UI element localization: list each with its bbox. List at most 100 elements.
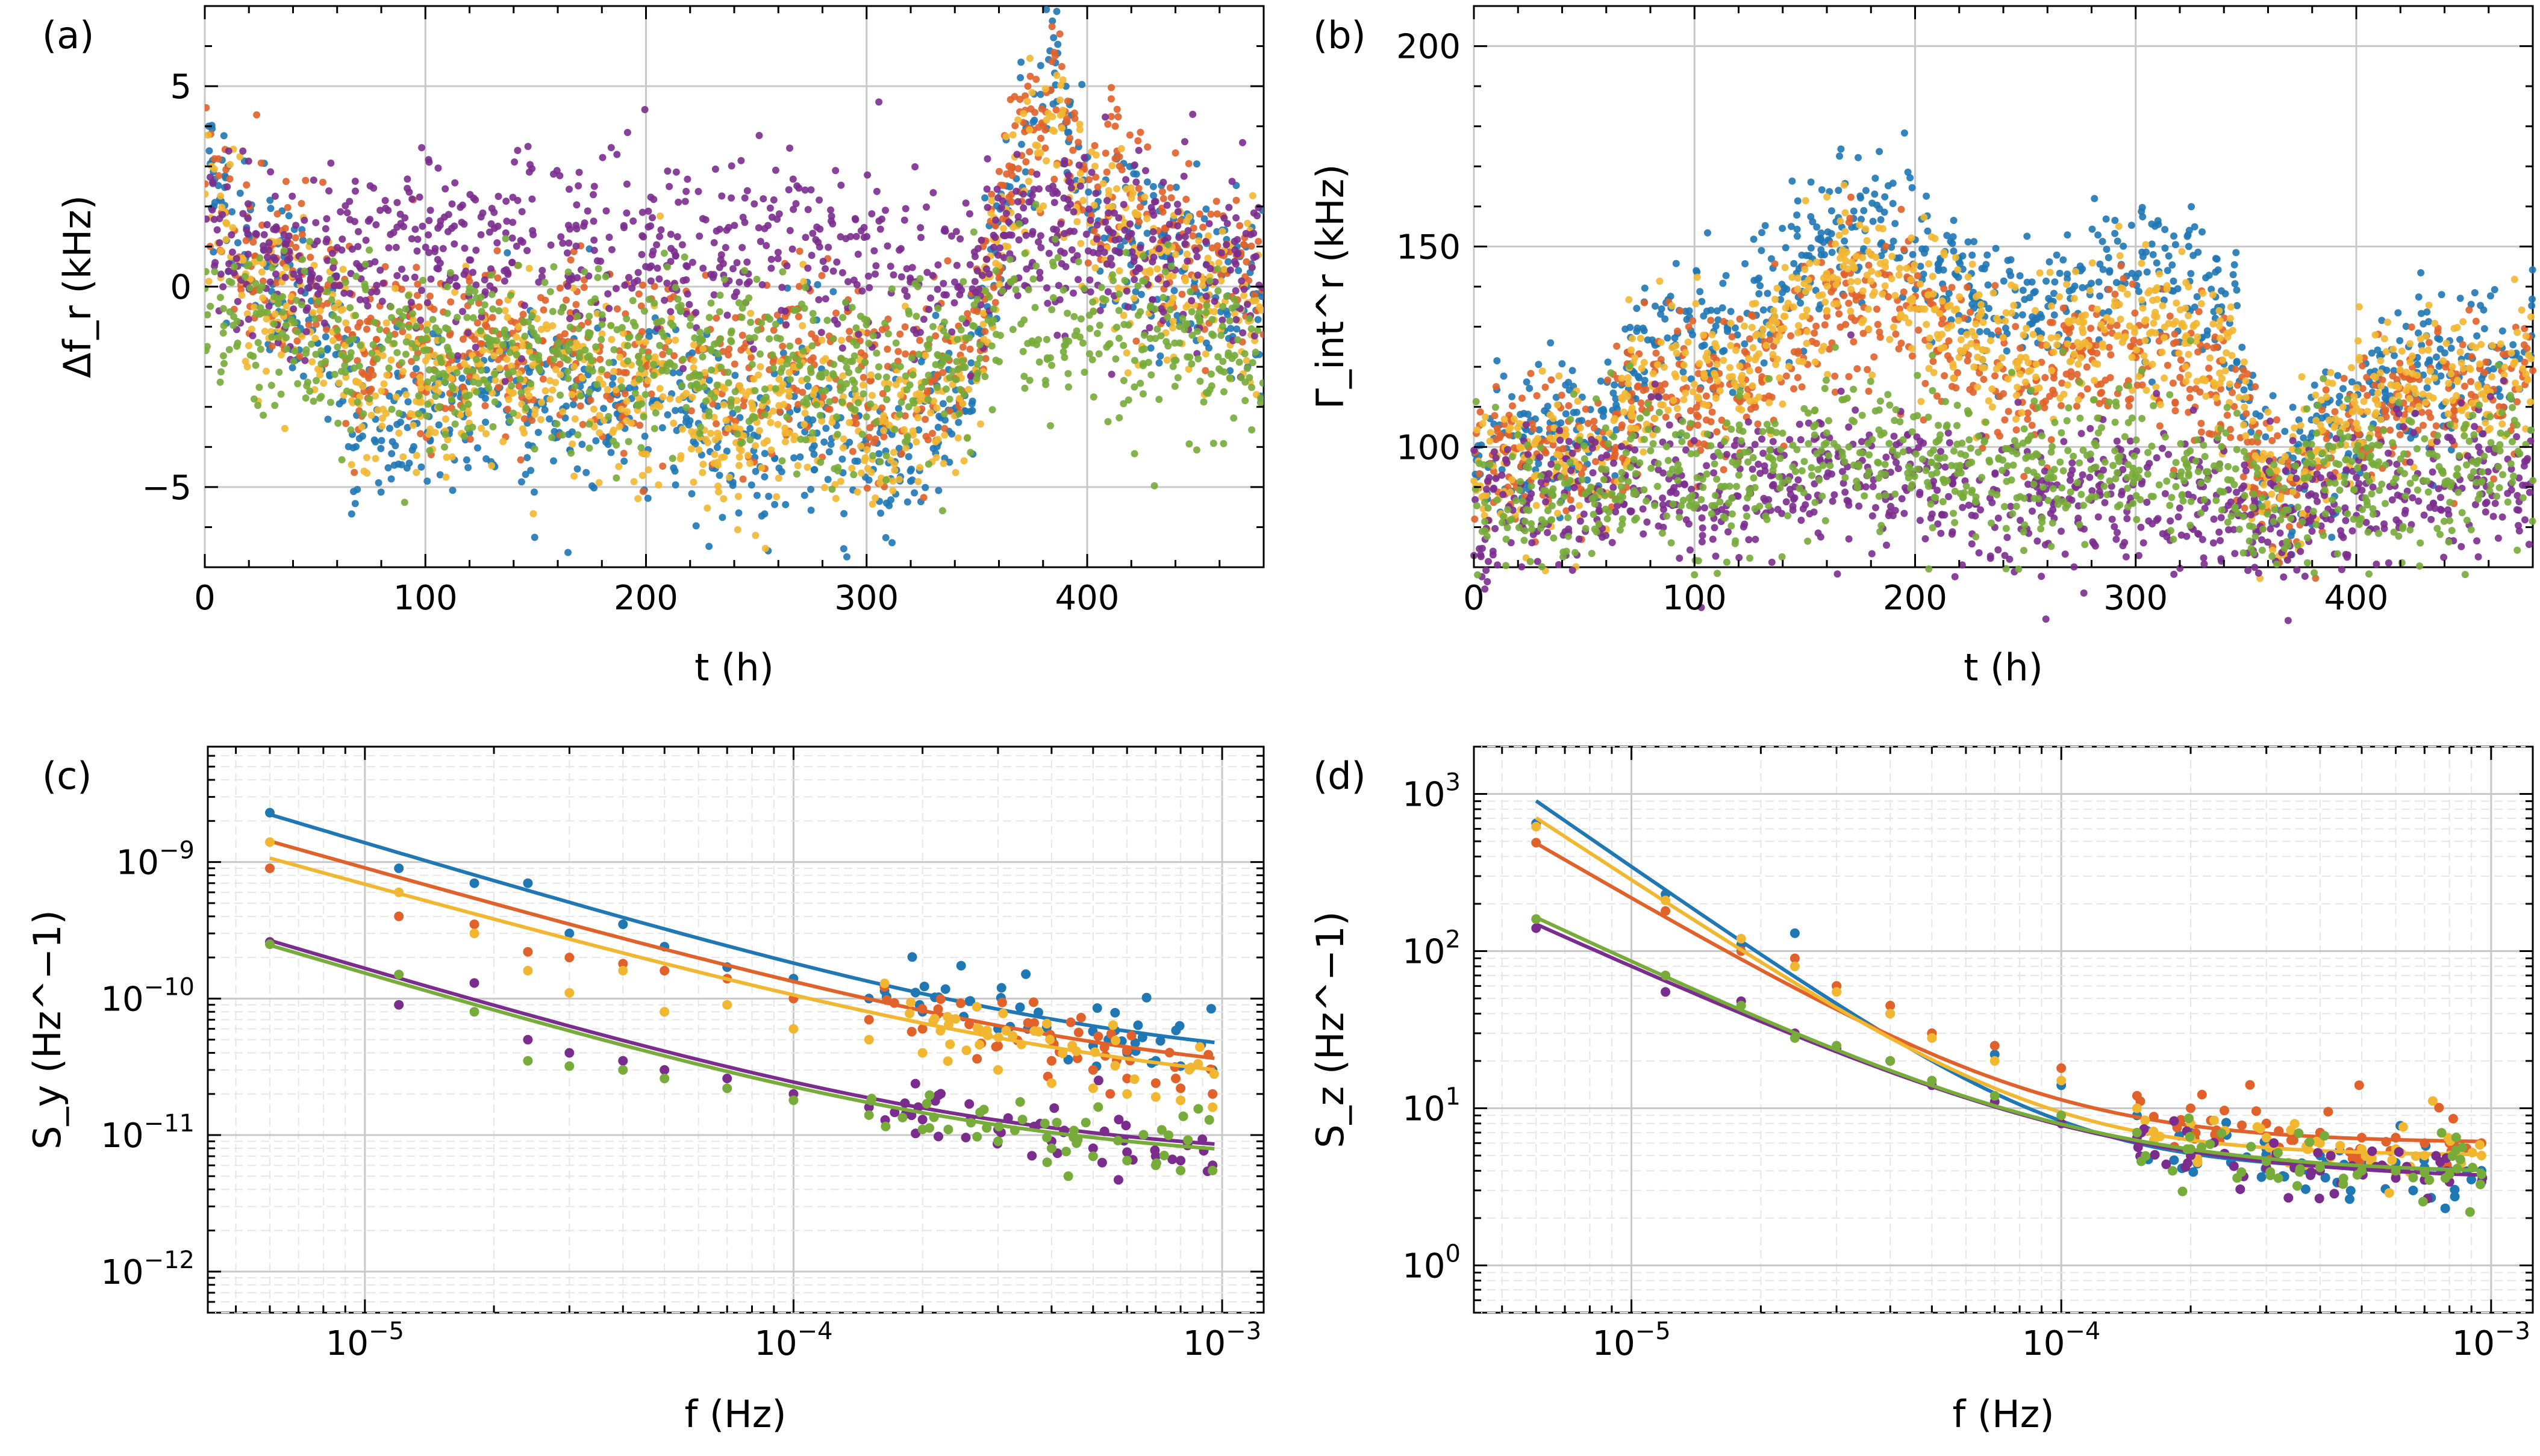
data-point: [1075, 138, 1082, 146]
data-point: [681, 253, 688, 261]
data-point: [570, 363, 578, 371]
data-point: [501, 378, 509, 385]
data-point: [309, 309, 317, 317]
data-point: [1202, 350, 1209, 358]
y-axis-label: Δf_r (kHz): [55, 195, 99, 378]
data-point: [647, 277, 655, 285]
data-point: [564, 268, 572, 276]
data-point: [546, 415, 554, 423]
data-point: [409, 310, 416, 317]
data-point: [1243, 356, 1250, 364]
data-point: [1179, 315, 1187, 322]
data-point: [252, 279, 260, 287]
data-point: [615, 462, 623, 470]
data-point: [1090, 308, 1097, 316]
data-point: [832, 310, 840, 317]
data-point: [442, 415, 449, 423]
data-point: [367, 411, 375, 419]
data-point: [2383, 366, 2391, 374]
data-point: [282, 264, 290, 272]
data-point: [581, 346, 589, 354]
data-point: [649, 361, 657, 369]
data-point: [1163, 356, 1171, 364]
data-point: [1061, 341, 1069, 349]
data-point: [541, 279, 549, 286]
data-point: [1137, 203, 1144, 211]
data-point: [1021, 249, 1029, 257]
data-point: [507, 417, 514, 425]
data-point: [955, 418, 963, 426]
data-point: [1048, 361, 1055, 369]
data-point: [787, 376, 794, 384]
data-point: [1164, 241, 1172, 249]
data-point: [1130, 294, 1138, 302]
data-point: [222, 219, 230, 226]
data-point: [494, 222, 502, 230]
data-point: [1020, 110, 1028, 117]
data-point: [997, 204, 1005, 211]
data-point: [1226, 317, 1234, 325]
data-point: [590, 191, 597, 199]
data-point: [1070, 313, 1078, 320]
data-point: [537, 415, 545, 423]
data-point: [734, 405, 741, 413]
data-point: [752, 532, 760, 540]
data-point: [281, 240, 289, 248]
data-point: [567, 449, 575, 457]
data-point: [263, 308, 271, 316]
data-point: [644, 376, 652, 384]
data-point: [1080, 285, 1088, 293]
data-point: [1006, 255, 1014, 263]
data-point: [313, 237, 321, 245]
data-point: [417, 463, 425, 471]
data-point: [991, 299, 999, 306]
data-point: [1090, 227, 1098, 235]
data-point: [620, 449, 628, 457]
data-point: [373, 355, 381, 362]
data-point: [1114, 113, 1122, 120]
data-point: [413, 264, 420, 271]
data-point: [211, 199, 219, 207]
data-point: [376, 266, 384, 274]
data-point: [578, 441, 586, 448]
data-point: [2425, 318, 2433, 326]
data-point: [825, 243, 832, 251]
data-point: [342, 420, 350, 428]
data-point: [312, 219, 320, 226]
data-point: [1149, 296, 1156, 303]
data-point: [576, 354, 583, 361]
data-point: [384, 336, 392, 344]
data-point: [743, 187, 751, 194]
data-point: [460, 270, 468, 278]
data-point: [443, 310, 451, 317]
data-point: [723, 447, 731, 455]
data-point: [1158, 188, 1166, 196]
data-point: [956, 235, 964, 243]
data-point: [867, 371, 875, 379]
data-point: [1085, 188, 1093, 196]
data-point: [1102, 149, 1109, 157]
data-point: [1113, 105, 1121, 113]
data-point: [838, 337, 845, 344]
data-point: [1219, 316, 1226, 324]
data-point: [1035, 185, 1043, 193]
data-point: [929, 189, 937, 196]
data-point: [263, 221, 271, 229]
data-point: [250, 395, 258, 403]
data-point: [1006, 183, 1014, 191]
data-point: [2127, 222, 2135, 229]
data-point: [927, 294, 934, 302]
data-point: [528, 312, 536, 320]
data-point: [755, 132, 763, 139]
data-point: [839, 314, 847, 322]
data-point: [640, 307, 648, 315]
data-point: [413, 322, 420, 330]
data-point: [840, 545, 847, 553]
data-point: [402, 391, 410, 399]
data-point: [453, 369, 461, 376]
data-point: [2281, 428, 2289, 435]
data-point: [352, 273, 360, 280]
data-point: [896, 362, 904, 370]
data-point: [515, 382, 523, 390]
data-point: [561, 414, 569, 422]
